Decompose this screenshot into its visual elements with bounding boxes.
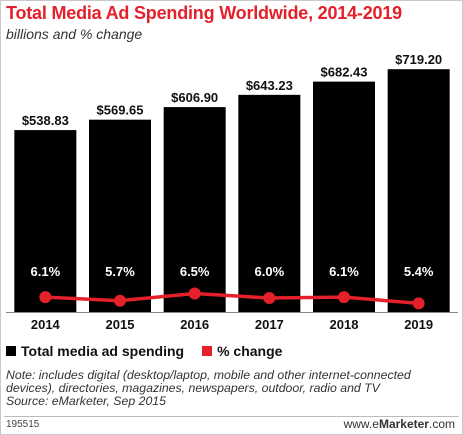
pct-change-label-2016: 6.5% — [180, 264, 210, 279]
legend-swatch-line — [202, 346, 213, 356]
legend: Total media ad spending % change — [6, 343, 300, 359]
bar-value-label-2019: $719.20 — [395, 52, 442, 67]
legend-label-line: % change — [217, 343, 283, 359]
pct-change-label-2019: 5.4% — [404, 264, 434, 279]
pct-change-point-2016 — [188, 287, 201, 300]
x-tick-label-2019: 2019 — [404, 317, 433, 332]
bar-2019 — [387, 69, 450, 312]
pct-change-label-2014: 6.1% — [31, 264, 61, 279]
legend-item-bar: Total media ad spending — [6, 343, 184, 359]
legend-item-line: % change — [202, 343, 282, 359]
bar-value-label-2017: $643.23 — [246, 78, 293, 93]
pct-change-point-2014 — [39, 291, 52, 304]
source-text: Source: eMarketer, Sep 2015 — [6, 394, 166, 408]
brand-suffix: .com — [428, 417, 455, 431]
note-text: Note: includes digital (desktop/laptop, … — [6, 368, 411, 395]
bar-2015 — [89, 119, 151, 312]
pct-change-point-2019 — [412, 297, 425, 310]
pct-change-point-2015 — [114, 294, 126, 307]
pct-change-label-2017: 6.0% — [255, 264, 285, 279]
bar-2017 — [238, 94, 301, 312]
footer-divider — [4, 416, 459, 417]
bar-value-label-2015: $569.65 — [97, 103, 144, 118]
bar-2014 — [14, 130, 77, 312]
bar-2018 — [313, 81, 375, 312]
pct-change-point-2018 — [338, 291, 350, 304]
chart-note: Note: includes digital (desktop/laptop, … — [6, 369, 456, 408]
chart-subtitle: billions and % change — [6, 26, 143, 42]
pct-change-label-2018: 6.1% — [329, 264, 359, 279]
x-tick-label-2017: 2017 — [255, 317, 284, 332]
bar-2016 — [163, 107, 226, 312]
pct-change-point-2017 — [263, 292, 276, 304]
brand-e: e — [372, 417, 379, 431]
chart-title: Total Media Ad Spending Worldwide, 2014-… — [6, 3, 402, 23]
legend-label-bar: Total media ad spending — [21, 343, 185, 359]
legend-swatch-bar — [6, 346, 16, 356]
x-tick-label-2014: 2014 — [31, 317, 61, 332]
bar-value-label-2018: $682.43 — [321, 65, 368, 80]
brand-name: Marketer — [378, 417, 429, 431]
bar-value-label-2014: $538.83 — [22, 113, 69, 128]
chart-canvas: $538.83 $569.65 $606.90 $643.23 $682.43 $719.… — [6, 52, 458, 332]
bar-value-label-2016: $606.90 — [171, 90, 218, 105]
x-tick-label-2018: 2018 — [330, 317, 359, 332]
brand-prefix: www. — [343, 417, 373, 431]
pct-change-label-2015: 5.7% — [105, 264, 135, 279]
chart-id: 195515 — [6, 419, 40, 430]
x-tick-label-2016: 2016 — [180, 317, 209, 332]
brand-link[interactable]: www.eMarketer.com — [344, 417, 455, 431]
x-tick-label-2015: 2015 — [106, 317, 135, 332]
pct-change-line — [45, 291, 419, 306]
